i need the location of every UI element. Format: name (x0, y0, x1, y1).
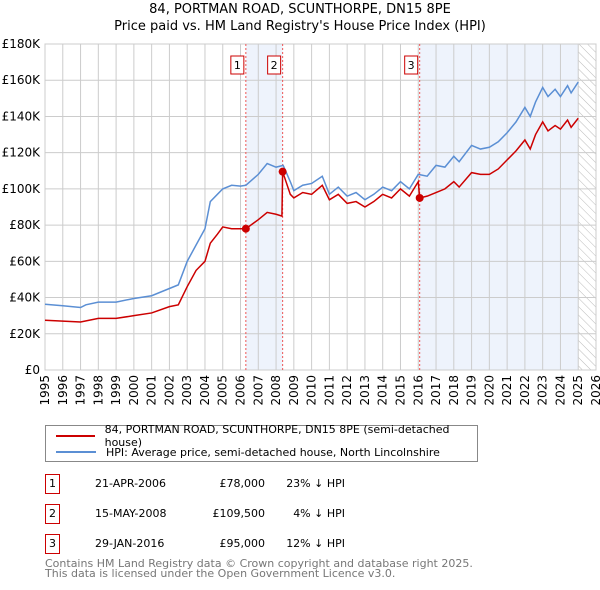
x-tick-label: 2011 (322, 375, 336, 406)
x-tick-label: 2012 (340, 375, 354, 406)
transaction-date: 15-MAY-2008 (95, 507, 167, 520)
x-tick-label: 2010 (305, 375, 319, 406)
sale-label-box (404, 55, 419, 75)
legend-label: HPI: Average price, semi-detached house,… (106, 445, 440, 459)
transaction-date: 29-JAN-2016 (95, 537, 165, 550)
x-tick-label: 2002 (162, 375, 176, 406)
plot-area: 1995 1996 1997 1998 1999 2000 2001 2002 2003 2004… (2, 37, 600, 406)
legend-item-hpi: HPI: Average price, semi-detached house,… (56, 444, 440, 460)
sale-label-box (230, 55, 245, 75)
legend-item-property: 84, PORTMAN ROAD, SCUNTHORPE, DN15 8PE (… (56, 423, 477, 449)
x-tick-label: 2024 (553, 375, 567, 406)
transaction-date: 21-APR-2006 (95, 477, 167, 490)
sale-point (241, 224, 250, 233)
x-tick-label: 2017 (429, 375, 443, 406)
y-tick-label: £60K (9, 254, 41, 268)
forecast-hatch (578, 44, 596, 370)
x-tick-label: 2020 (482, 375, 496, 406)
transaction-row: 1 21-APR-2006 £78,000 23% ↓ HPI (45, 474, 445, 494)
x-tick-label: 1996 (56, 375, 70, 406)
y-tick-label: £0 (25, 363, 40, 377)
transaction-marker: 2 (45, 504, 60, 524)
transaction-price: £95,000 (219, 537, 266, 550)
transaction-row: 2 15-MAY-2008 £109,500 4% ↓ HPI (45, 504, 445, 524)
x-tick-label: 2003 (180, 375, 194, 406)
transaction-marker: 3 (45, 534, 60, 554)
x-tick-label: 2000 (127, 375, 141, 406)
series-line (44, 117, 579, 323)
sale-label-box (267, 55, 282, 75)
y-tick-label: £120K (2, 146, 42, 160)
sale-point (415, 193, 424, 202)
x-tick-label: 2022 (518, 375, 532, 406)
transaction-price: £78,000 (219, 477, 266, 490)
x-tick-label: 2026 (589, 375, 600, 406)
y-tick-label: £140K (2, 109, 42, 123)
footer-licence: This data is licensed under the Open Gov… (45, 567, 396, 580)
x-tick-label: 2013 (358, 375, 372, 406)
sale-label: 2 (271, 59, 278, 72)
y-tick-label: £80K (9, 218, 41, 232)
chart-subtitle: Price paid vs. HM Land Registry's House … (114, 19, 486, 34)
transaction-hpi-diff: 4% ↓ HPI (293, 507, 345, 520)
footer-copyright: Contains HM Land Registry data © Crown c… (45, 557, 473, 570)
x-tick-label: 2008 (269, 375, 283, 406)
series-line (44, 81, 579, 309)
x-tick-label: 2007 (251, 375, 265, 406)
chart-title: 84, PORTMAN ROAD, SCUNTHORPE, DN15 8PE (149, 2, 451, 17)
x-tick-label: 2015 (393, 375, 407, 406)
shaded-period (419, 44, 579, 370)
y-tick-label: £40K (9, 291, 41, 305)
sale-point (278, 167, 287, 176)
transaction-price: £109,500 (212, 507, 266, 520)
x-tick-label: 1997 (74, 375, 88, 406)
x-tick-label: 2005 (216, 375, 230, 406)
shaded-period (245, 44, 283, 370)
y-tick-label: £100K (2, 182, 42, 196)
x-tick-label: 2025 (571, 375, 585, 406)
red-line-swatch (56, 435, 95, 437)
sale-label: 1 (234, 59, 241, 72)
x-tick-label: 2001 (145, 375, 159, 406)
x-tick-label: 2006 (234, 375, 248, 406)
x-tick-label: 2021 (500, 375, 514, 406)
x-tick-label: 2016 (411, 375, 425, 406)
legend: 84, PORTMAN ROAD, SCUNTHORPE, DN15 8PE (… (45, 423, 478, 462)
x-tick-label: 2004 (198, 375, 212, 406)
x-tick-label: 1999 (109, 375, 123, 406)
x-tick-label: 2018 (447, 375, 461, 406)
transaction-hpi-diff: 12% ↓ HPI (286, 537, 345, 550)
x-tick-label: 2014 (376, 375, 390, 406)
y-tick-label: £180K (2, 37, 42, 51)
sale-label: 3 (408, 59, 415, 72)
transaction-hpi-diff: 23% ↓ HPI (286, 477, 345, 490)
legend-label: 84, PORTMAN ROAD, SCUNTHORPE, DN15 8PE (… (104, 423, 450, 449)
x-tick-label: 2009 (287, 375, 301, 406)
x-tick-label: 2019 (465, 375, 479, 406)
x-tick-label: 1995 (38, 375, 52, 406)
x-tick-label: 1998 (91, 375, 105, 406)
y-tick-label: £20K (9, 327, 41, 341)
transaction-row: 3 29-JAN-2016 £95,000 12% ↓ HPI (45, 534, 445, 554)
y-tick-label: £160K (2, 73, 42, 87)
footer: Contains HM Land Registry data © Crown c… (45, 557, 473, 580)
blue-line-swatch (56, 451, 96, 453)
x-tick-label: 2023 (536, 375, 550, 406)
transaction-marker: 1 (45, 474, 60, 494)
